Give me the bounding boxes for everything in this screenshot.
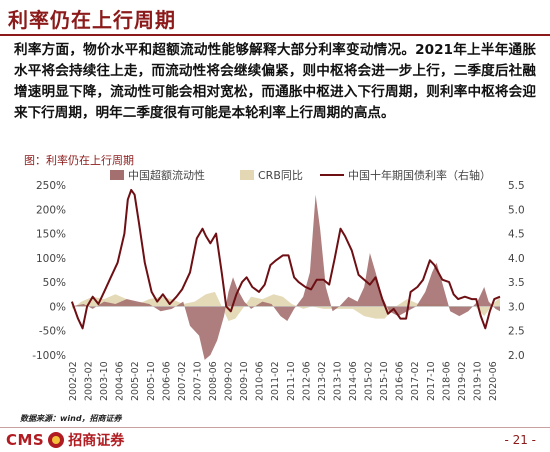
x-tick-label: 2018-06	[441, 361, 452, 401]
body-paragraph: 利率方面，物价水平和超额流动性能够解释大部分利率变动情况。2021年上半年通胀水…	[14, 42, 536, 121]
footer-rule	[0, 427, 550, 428]
series-area-crb	[71, 291, 501, 321]
x-tick-label: 2012-06	[301, 361, 312, 401]
x-tick-label: 2009-10	[239, 361, 250, 401]
y-right-tick-label: 5.5	[508, 180, 525, 192]
x-tick-label: 2017-02	[410, 361, 421, 401]
y-right-tick-label: 4.5	[508, 229, 525, 241]
data-source-note: 数据来源：wind，招商证券	[20, 414, 122, 423]
y-left-tick-label: 100%	[36, 253, 66, 265]
x-tick-label: 2013-10	[332, 361, 343, 401]
series-area-excess-liquidity	[71, 194, 501, 360]
x-tick-label: 2008-06	[208, 361, 219, 401]
y-left-tick-label: 50%	[43, 277, 66, 289]
x-tick-label: 2019-10	[472, 361, 483, 401]
x-tick-label: 2002-02	[68, 361, 79, 401]
y-axis-right: 5.5 5.0 4.5 4.0 3.5 3.0 2.5 2.0	[508, 180, 525, 362]
x-tick-label: 2006-06	[161, 361, 172, 401]
page-number: - 21 -	[504, 433, 536, 447]
y-right-tick-label: 2.0	[508, 350, 525, 362]
x-axis: 2002-02 2003-02 2003-10 2004-06 2005-02 2005-…	[68, 361, 499, 401]
slide-title: 利率仍在上行周期	[8, 8, 176, 32]
legend-label-bond-yield: 中国十年期国债利率（右轴）	[348, 168, 491, 182]
x-tick-label: 2011-02	[270, 361, 281, 401]
x-tick-label: 2009-02	[224, 361, 235, 401]
y-left-tick-label: 200%	[36, 204, 66, 216]
x-tick-label: 2005-10	[146, 361, 157, 401]
title-underline	[0, 34, 550, 36]
y-left-tick-label: 250%	[36, 180, 66, 192]
y-right-tick-label: 3.0	[508, 301, 525, 313]
company-logo: CMS 招商证券	[6, 430, 124, 450]
x-tick-label: 2013-02	[317, 361, 328, 401]
x-tick-label: 2005-02	[130, 361, 141, 401]
rates-chart: 中国超额流动性 CRB同比 中国十年期国债利率（右轴） 250% 200% 150%…	[32, 168, 525, 401]
y-right-tick-label: 4.0	[508, 253, 525, 265]
x-tick-label: 2007-02	[177, 361, 188, 401]
x-tick-label: 2004-06	[115, 361, 126, 401]
y-right-tick-label: 3.5	[508, 277, 525, 289]
legend-label-crb: CRB同比	[258, 169, 303, 182]
y-left-tick-label: -100%	[32, 350, 66, 362]
logo-text-cn: 招商证券	[68, 433, 125, 449]
y-axis-left: 250% 200% 150% 100% 50% 0% -50% -100%	[32, 180, 66, 362]
x-tick-label: 2014-06	[348, 361, 359, 401]
legend-swatch-crb	[240, 170, 254, 180]
chart-caption: 图：利率仍在上行周期	[24, 154, 134, 167]
series-line-bond-yield	[70, 188, 501, 330]
x-tick-label: 2016-06	[395, 361, 406, 401]
x-tick-label: 2003-10	[99, 361, 110, 401]
x-tick-label: 2020-06	[488, 361, 499, 401]
x-tick-label: 2015-02	[364, 361, 375, 401]
x-tick-label: 2015-10	[379, 361, 390, 401]
plot-area	[70, 188, 501, 360]
y-right-tick-label: 5.0	[508, 204, 525, 216]
legend-label-excess-liquidity: 中国超额流动性	[128, 168, 205, 182]
y-left-tick-label: 0%	[49, 301, 66, 313]
logo-badge-icon	[48, 432, 65, 448]
legend-swatch-excess-liquidity	[110, 170, 124, 180]
y-right-tick-label: 2.5	[508, 326, 525, 338]
x-tick-label: 2010-06	[255, 361, 266, 401]
x-tick-label: 2019-02	[457, 361, 468, 401]
x-tick-label: 2017-10	[426, 361, 437, 401]
logo-text-cms: CMS	[6, 431, 45, 449]
x-tick-label: 2003-02	[84, 361, 95, 401]
y-left-tick-label: 150%	[36, 229, 66, 241]
legend: 中国超额流动性 CRB同比 中国十年期国债利率（右轴）	[110, 168, 491, 182]
x-tick-label: 2011-10	[286, 361, 297, 401]
x-tick-label: 2007-10	[192, 361, 203, 401]
y-left-tick-label: -50%	[39, 326, 66, 338]
